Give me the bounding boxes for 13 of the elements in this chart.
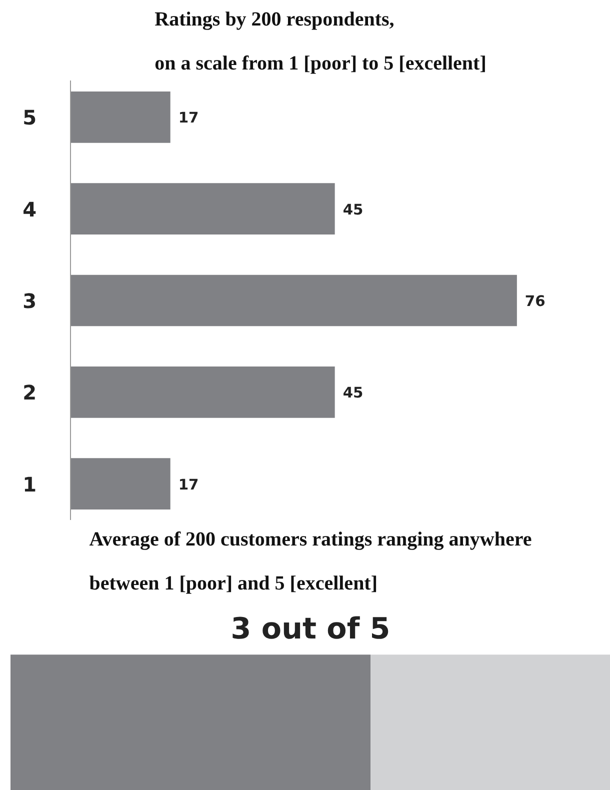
y-tick-label: 1 <box>22 472 37 496</box>
y-tick-label: 2 <box>22 380 37 405</box>
data-label: 17 <box>178 476 199 494</box>
chart-subtitle: 3 out of 5 <box>230 612 390 646</box>
y-tick-label: 3 <box>22 289 37 313</box>
chart-title: Ratings by 200 respondents, on a scale from 1 [poor] to 5 [excellent] <box>154 8 486 74</box>
data-label: 17 <box>178 110 199 127</box>
data-label: 45 <box>342 201 364 218</box>
data-label: 76 <box>524 293 546 310</box>
chart-title: Average of 200 customers ratings ranging anywhere between 1 [poor] and 5 [excellent] <box>89 528 532 594</box>
y-tick-label: 4 <box>22 197 37 222</box>
data-label: 45 <box>342 384 364 402</box>
y-tick-label: 5 <box>22 106 37 130</box>
